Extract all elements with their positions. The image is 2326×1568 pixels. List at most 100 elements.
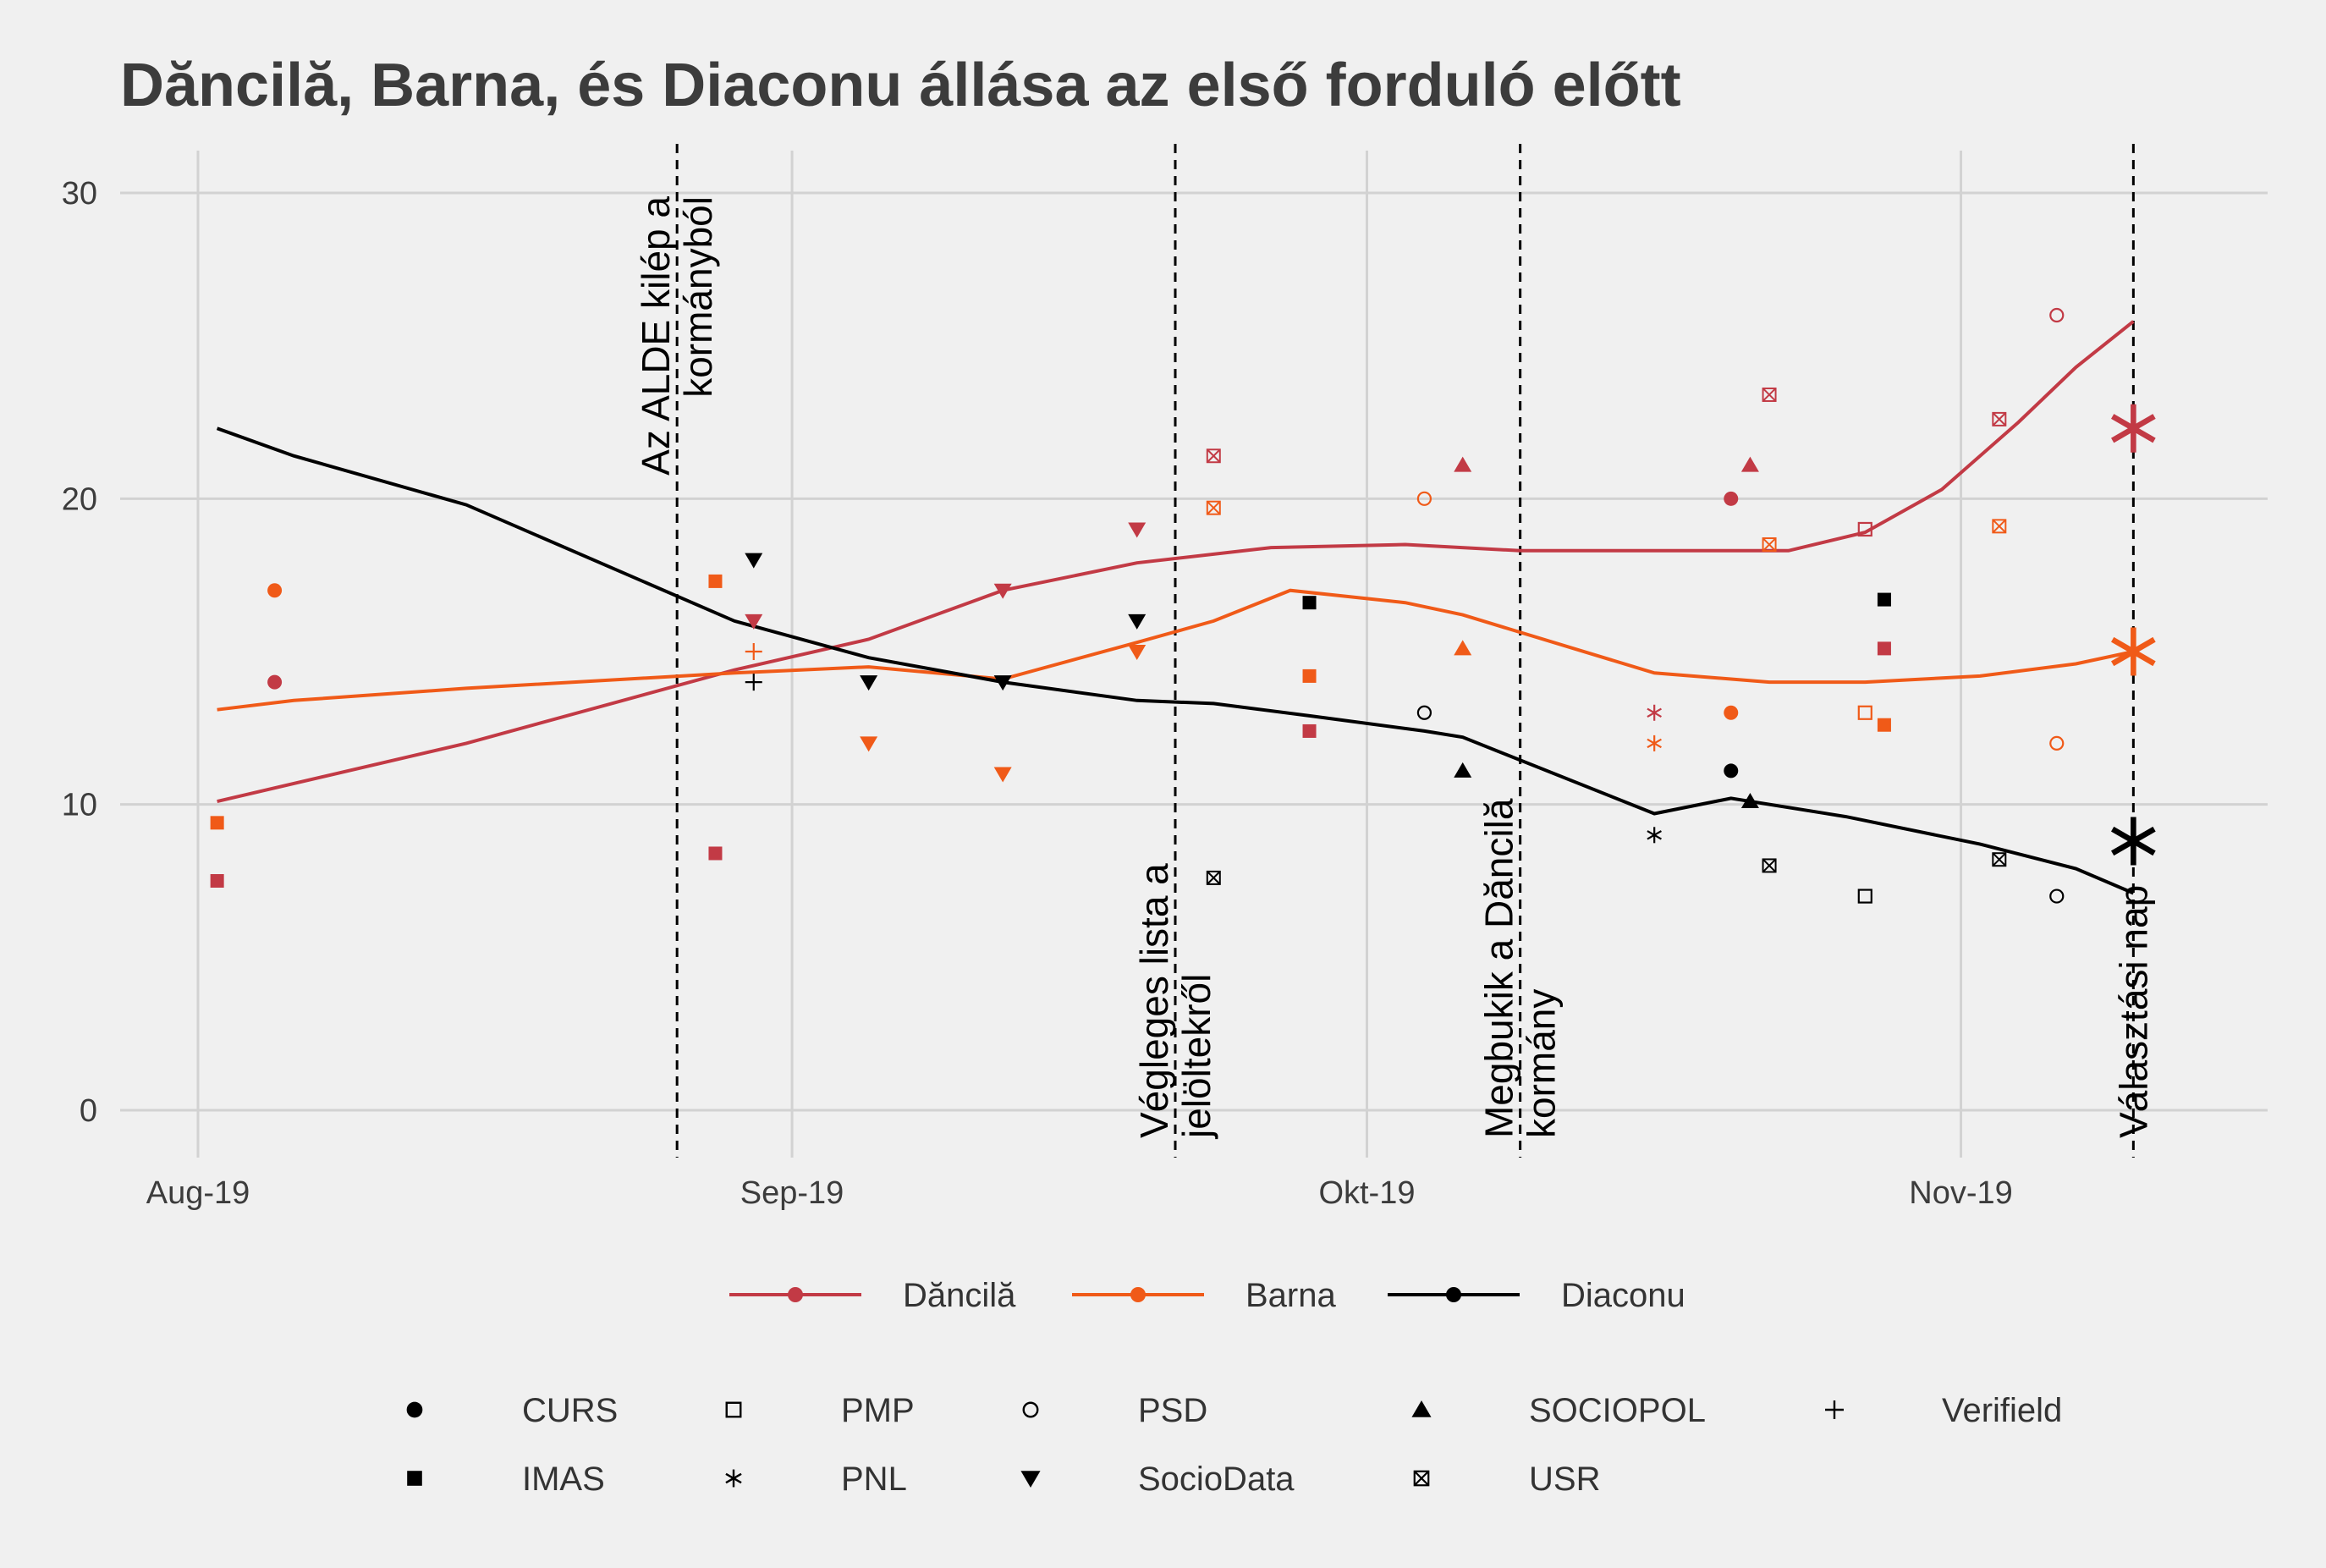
- poll-point: [1647, 827, 1662, 844]
- poll-point: [1647, 704, 1662, 721]
- legend-candidates: Dăncilă Barna Diaconu: [729, 1277, 1685, 1314]
- poll-point: [1724, 763, 1739, 778]
- legend-pollster-label: PSD: [1138, 1392, 1207, 1429]
- poll-point: [1740, 456, 1759, 472]
- legend-shape: [1825, 1400, 1844, 1419]
- poll-point: [1992, 852, 2007, 867]
- poll-point: [1857, 521, 1872, 537]
- result-marker: [2111, 627, 2156, 676]
- chart-title: Dăncilă, Barna, és Diaconu állása az els…: [120, 52, 1681, 119]
- legend-pollster-label: PNL: [841, 1461, 907, 1498]
- poll-point: [1206, 448, 1221, 464]
- legend-dot: [788, 1287, 803, 1302]
- legend-shape: [1020, 1471, 1041, 1488]
- legend-shape: [1413, 1470, 1430, 1487]
- poll-point: [1724, 705, 1739, 720]
- legend-pollster-label: Verifield: [1942, 1392, 2062, 1429]
- trend-line: [216, 426, 2135, 895]
- poll-point: [1128, 522, 1147, 538]
- x-tick-label: Nov-19: [1909, 1175, 2013, 1211]
- poll-point: [1206, 870, 1221, 885]
- legend-pollsters: CURS PMP PSD SOCIOPOL Verifield IMAS PNL SocioD…: [406, 1392, 2062, 1498]
- poll-point: [1416, 491, 1432, 506]
- poll-point: [1416, 705, 1432, 720]
- poll-point: [1762, 537, 1777, 553]
- poll-point: [1302, 723, 1317, 738]
- poll-point: [860, 675, 878, 691]
- poll-point: [1762, 858, 1777, 873]
- poll-point: [2049, 889, 2065, 904]
- poll-point: [1128, 645, 1147, 660]
- legend-dot: [1446, 1287, 1461, 1302]
- event-label: Az ALDE kilép a: [634, 196, 678, 476]
- poll-point: [210, 874, 224, 888]
- legend-label: Barna: [1245, 1277, 1336, 1314]
- legend-shape: [725, 1401, 742, 1418]
- y-tick-label: 0: [80, 1093, 97, 1129]
- poll-point: [745, 553, 763, 569]
- result-marker: [2111, 817, 2156, 866]
- poll-point: [1647, 734, 1662, 751]
- legend-shape: [1022, 1401, 1039, 1418]
- result-marker: [2111, 404, 2156, 453]
- legend-pollster-label: CURS: [522, 1392, 618, 1429]
- poll-point: [1992, 519, 2007, 534]
- poll-point: [860, 736, 878, 752]
- poll-point: [1454, 762, 1472, 778]
- poll-point: [745, 613, 763, 630]
- poll-point: [1454, 640, 1472, 656]
- poll-point: [1128, 613, 1147, 630]
- event-label: kormány: [1520, 989, 1564, 1138]
- trend-lines: [216, 320, 2135, 895]
- x-tick-label: Sep-19: [740, 1175, 844, 1211]
- y-tick-label: 10: [62, 788, 97, 823]
- poll-point: [1740, 793, 1759, 809]
- poll-point: [745, 674, 762, 691]
- legend-shape: [1411, 1400, 1432, 1417]
- poll-point: [1877, 641, 1891, 656]
- poll-point: [210, 816, 224, 830]
- trend-line: [217, 320, 2135, 804]
- poll-point: [745, 643, 762, 660]
- legend-dot: [1130, 1287, 1146, 1302]
- poll-point: [1206, 500, 1221, 515]
- legend-pollster-label: USR: [1529, 1461, 1600, 1498]
- poll-point: [1857, 705, 1872, 720]
- y-tick-label: 30: [62, 176, 97, 212]
- legend-shape: [406, 1401, 423, 1418]
- poll-point: [1762, 387, 1777, 402]
- poll-points: [210, 307, 2065, 904]
- poll-point: [1877, 592, 1891, 607]
- x-tick-label: Okt-19: [1318, 1175, 1415, 1211]
- event-label: Választási nap: [2111, 885, 2155, 1138]
- poll-point: [1857, 889, 1872, 904]
- poll-point: [993, 675, 1012, 691]
- poll-point: [993, 583, 1012, 599]
- axis-labels: 0 10 20 30 Aug-19 Sep-19 Okt-19 Nov-19: [62, 176, 2013, 1211]
- poll-point: [1302, 668, 1317, 683]
- legend-pollster-label: IMAS: [522, 1461, 605, 1498]
- poll-point: [1302, 596, 1317, 610]
- y-tick-label: 20: [62, 481, 97, 517]
- poll-point: [708, 846, 723, 861]
- poll-point: [267, 674, 283, 690]
- poll-point: [1992, 411, 2007, 426]
- x-tick-label: Aug-19: [146, 1175, 250, 1211]
- legend-pollster-label: SocioData: [1138, 1461, 1295, 1498]
- poll-point: [993, 767, 1012, 783]
- legend-pollster-label: SOCIOPOL: [1529, 1392, 1706, 1429]
- trend-line: [217, 588, 2134, 712]
- poll-point: [2049, 735, 2065, 751]
- legend-label: Diaconu: [1561, 1277, 1685, 1314]
- poll-point: [1454, 456, 1472, 472]
- legend-shape: [407, 1471, 422, 1486]
- event-label: kormányból: [676, 196, 720, 398]
- legend-shape: [725, 1469, 742, 1488]
- grid: [120, 151, 2268, 1158]
- poll-point: [267, 583, 283, 598]
- event-label: Végleges lista a: [1132, 863, 1176, 1138]
- event-label: jelöltekről: [1174, 974, 1218, 1140]
- poll-point: [708, 574, 723, 588]
